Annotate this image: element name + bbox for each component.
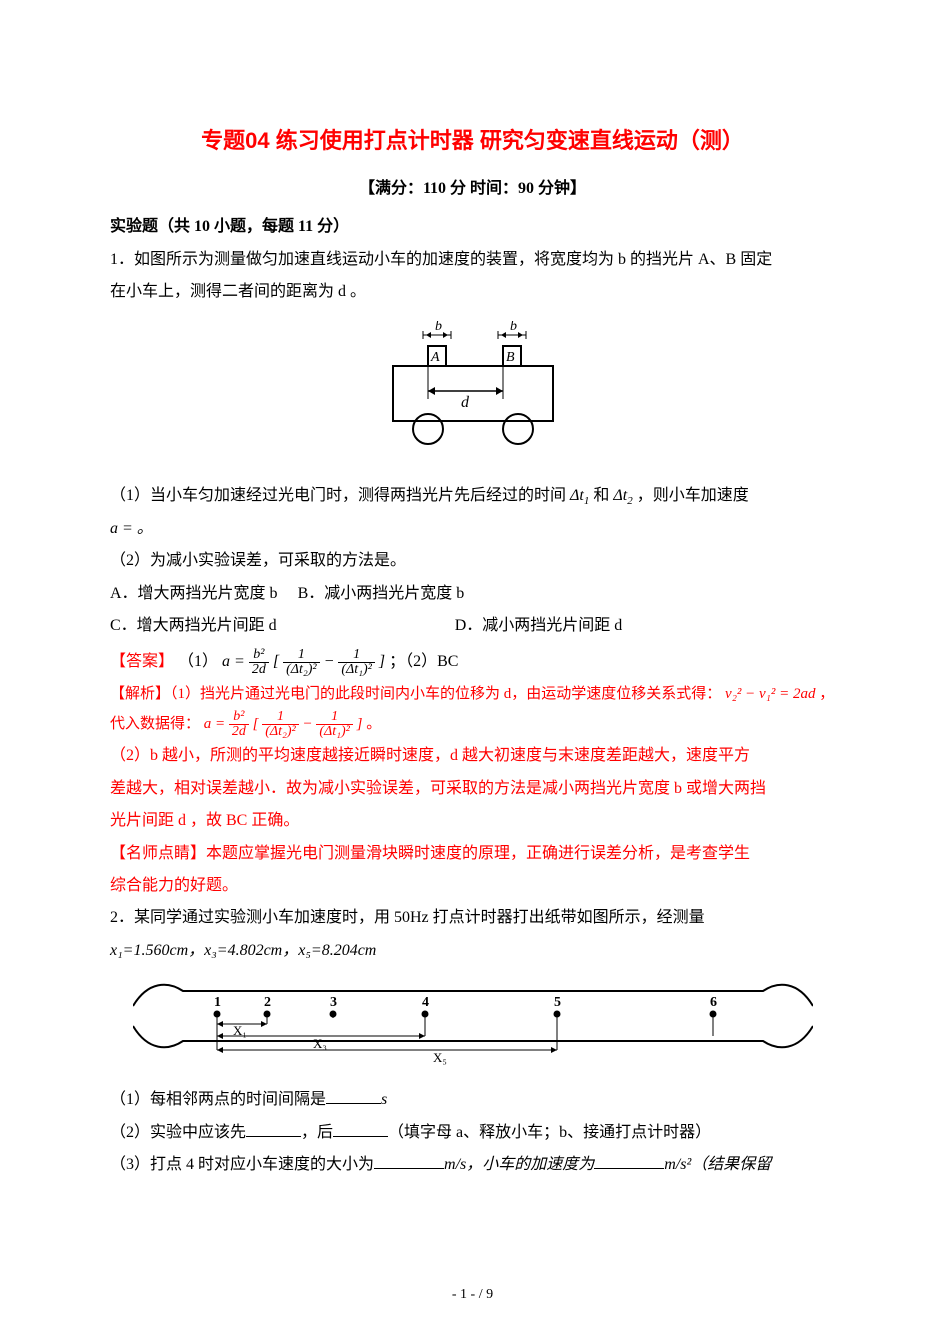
q1-jiexi2-l1: （2）b 越小，所测的平均速度越接近瞬时速度，d 越大初速度与末速度差距越大，速…	[110, 741, 835, 771]
q1-jiexi-1: 【解析】（1）挡光片通过光电门的此段时间内小车的位移为 d，由运动学速度位移关系…	[110, 680, 835, 709]
figure-cart: b b A B d	[110, 321, 835, 462]
cart-label-B: B	[506, 350, 515, 365]
jiexi1a: （1）挡光片通过光电门的此段时间内小车的位移为 d，由运动学速度位移关系式得：	[170, 686, 721, 702]
tape-x3-label: X₃	[313, 1036, 327, 1051]
q2-p2a: （2）实验中应该先	[110, 1124, 246, 1141]
q1-options-ab: A．增大两挡光片宽度 b B．减小两挡光片宽度 b	[110, 579, 835, 609]
jiexi1b-a: a =	[204, 716, 225, 732]
q2-p1-unit: s	[381, 1091, 387, 1108]
q1-dianqing-l2: 综合能力的好题。	[110, 871, 835, 901]
q1-line1-text: 1．如图所示为测量做匀加速直线运动小车的加速度的装置，将宽度均为 b 的挡光片 …	[110, 251, 772, 268]
q1-part2: （2）为减小实验误差，可采取的方法是。	[110, 546, 835, 576]
jiexi1-tail: ，	[819, 686, 834, 702]
q1-part1-pre: （1）当小车匀加速经过光电门时，测得两挡光片先后经过的时间	[110, 487, 570, 504]
cart-svg: b b A B d	[373, 321, 573, 451]
q1-line2: 在小车上，测得二者间的距离为 d 。	[110, 277, 835, 307]
ans1-rbracket: ]	[379, 653, 385, 670]
q2-p1-text: （1）每相邻两点的时间间隔是	[110, 1091, 326, 1108]
cart-label-b1: b	[435, 321, 442, 334]
q2-l2: x₁=1.560cm，x₃=4.802cm，x₅=8.204cm	[110, 936, 835, 966]
jiexi1b-pre: 代入数据得：	[110, 716, 200, 732]
dianqing-l1: 本题应掌握光电门测量滑块瞬时速度的原理，正确进行误差分析，是考查学生	[206, 845, 750, 862]
q2-p1: （1）每相邻两点的时间间隔是 s	[110, 1085, 835, 1115]
q1-dianqing: 【名师点睛】本题应掌握光电门测量滑块瞬时速度的原理，正确进行误差分析，是考查学生	[110, 839, 835, 869]
svg-text:5: 5	[554, 995, 561, 1010]
page-footer: - 1 - / 9	[0, 1282, 945, 1309]
figure-tape: 123456 X₁ X₃ X₅	[110, 976, 835, 1079]
svg-text:3: 3	[330, 995, 337, 1010]
blank-1	[326, 1088, 381, 1104]
jiexi1b-rb: ]	[357, 716, 363, 732]
ans1-frac-main: b² 2d	[249, 648, 269, 677]
answer-label: 【答案】	[110, 653, 174, 670]
ans1-a-eq: a =	[222, 653, 245, 670]
page-title: 专题04 练习使用打点计时器 研究匀变速直线运动（测）	[110, 120, 835, 162]
ans1-minus: −	[324, 653, 339, 670]
page: 专题04 练习使用打点计时器 研究匀变速直线运动（测） 【满分：110 分 时间…	[0, 0, 945, 1337]
q1-part1-tail: a = 。	[110, 514, 835, 544]
q1-answer: 【答案】 （1） a = b² 2d [ 1 (Δt₂)² − 1 (Δt₁)²…	[110, 647, 835, 677]
dt1: Δt1	[570, 487, 589, 504]
dianqing-label: 【名师点睛】	[110, 845, 206, 862]
jiexi1b-frac-main: b² 2d	[229, 710, 249, 739]
q2-p2c: （填字母 a、释放小车；b、接通打点计时器）	[388, 1124, 711, 1141]
q1-jiexi2-l3: 光片间距 d ，故 BC 正确。	[110, 806, 835, 836]
svg-text:6: 6	[710, 995, 717, 1010]
blank-5	[594, 1153, 664, 1169]
cart-label-b2: b	[510, 321, 517, 334]
q1-jiexi-1b: 代入数据得： a = b² 2d [ 1 (Δt₂)² − 1 (Δt₁)² ]…	[110, 710, 835, 739]
ans1-pre: （1）	[178, 653, 218, 670]
jiexi1b-frac2: 1 (Δt₁)²	[316, 710, 353, 739]
q2-p2: （2）实验中应该先 ，后 （填字母 a、释放小车；b、接通打点计时器）	[110, 1118, 835, 1148]
ans1-frac1: 1 (Δt₂)²	[283, 648, 320, 677]
blank-4	[374, 1153, 444, 1169]
tape-x5-label: X₅	[433, 1050, 447, 1065]
ans1-post: ；（2）BC	[389, 653, 458, 670]
svg-text:4: 4	[422, 995, 429, 1010]
q1-part1-tail-text: a = 。	[110, 520, 153, 537]
jiexi1b-dot: 。	[366, 716, 381, 732]
q1-jiexi2-l2: 差越大，相对误差越小．故为减小实验误差，可采取的方法是减小两挡光片宽度 b 或增…	[110, 774, 835, 804]
q2-p3c: m/s²（结果保留	[664, 1156, 771, 1173]
q1-optA: A．增大两挡光片宽度 b	[110, 585, 278, 602]
blank-2	[246, 1121, 301, 1137]
jiexi1-formula: v₂² − v₁² = 2ad	[725, 686, 815, 702]
blank-3	[333, 1121, 388, 1137]
tape-svg: 123456 X₁ X₃ X₅	[133, 976, 813, 1068]
q1-and: 和	[593, 487, 613, 504]
cart-label-d: d	[461, 394, 470, 411]
exam-meta: 【满分：110 分 时间：90 分钟】	[110, 174, 835, 204]
dt2: Δt2	[613, 487, 632, 504]
q1-line1: 1．如图所示为测量做匀加速直线运动小车的加速度的装置，将宽度均为 b 的挡光片 …	[110, 245, 835, 275]
q2-p3a: （3）打点 4 时对应小车速度的大小为	[110, 1156, 374, 1173]
svg-text:2: 2	[264, 995, 271, 1010]
q1-optC: C．增大两挡光片间距 d	[110, 617, 277, 634]
jiexi1b-lb: [	[253, 716, 259, 732]
q1-optD: D．减小两挡光片间距 d	[455, 617, 623, 634]
svg-text:1: 1	[214, 995, 221, 1010]
jiexi1b-minus: −	[302, 716, 316, 732]
cart-label-A: A	[430, 350, 440, 365]
q1-part1-post: ，则小车加速度	[637, 487, 749, 504]
q1-options-cd: C．增大两挡光片间距 d D．减小两挡光片间距 d	[110, 611, 835, 641]
q2-p3b: m/s，小车的加速度为	[444, 1156, 594, 1173]
ans1-frac2: 1 (Δt₁)²	[338, 648, 375, 677]
section-heading: 实验题（共 10 小题，每题 11 分）	[110, 212, 835, 242]
ans1-lbracket: [	[273, 653, 279, 670]
q1-part1: （1）当小车匀加速经过光电门时，测得两挡光片先后经过的时间 Δt1 和 Δt2 …	[110, 481, 835, 512]
q2-p3: （3）打点 4 时对应小车速度的大小为 m/s，小车的加速度为 m/s²（结果保留	[110, 1150, 835, 1180]
jiexi-label: 【解析】	[110, 686, 170, 702]
q2-l2-text: x₁=1.560cm，x₃=4.802cm，x₅=8.204cm	[110, 942, 376, 959]
q1-optB: B．减小两挡光片宽度 b	[298, 585, 465, 602]
jiexi1b-frac1: 1 (Δt₂)²	[262, 710, 299, 739]
q2-p2b: ，后	[301, 1124, 333, 1141]
q2-l1: 2．某同学通过实验测小车加速度时，用 50Hz 打点计时器打出纸带如图所示，经测…	[110, 903, 835, 933]
